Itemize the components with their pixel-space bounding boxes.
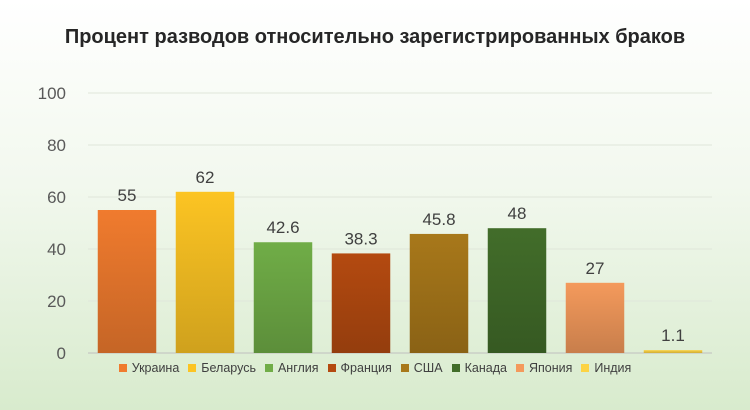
- bar-6: [565, 282, 625, 353]
- legend-swatch: [188, 364, 197, 372]
- bar-0: [97, 210, 157, 353]
- y-tick-label: 40: [47, 240, 66, 259]
- legend-swatch: [327, 364, 336, 372]
- legend-swatch: [451, 364, 460, 372]
- legend-swatch: [118, 364, 127, 372]
- bar-4: [409, 233, 469, 353]
- y-tick-label: 60: [47, 188, 66, 207]
- bar-3: [331, 253, 391, 353]
- legend-item: Украина: [118, 361, 180, 375]
- legend-item: США: [400, 361, 443, 375]
- y-tick-label: 100: [38, 84, 66, 103]
- bar-2: [253, 242, 313, 353]
- data-label: 1.1: [661, 326, 685, 345]
- data-label: 48: [508, 204, 527, 223]
- legend-label: Франция: [340, 361, 392, 375]
- legend-label: Украина: [131, 361, 180, 375]
- legend-item: Англия: [264, 361, 319, 375]
- legend-swatch: [515, 364, 524, 372]
- legend-label: Англия: [277, 361, 319, 375]
- data-label: 55: [118, 186, 137, 205]
- legend-label: Индия: [594, 361, 632, 375]
- y-tick-label: 80: [47, 136, 66, 155]
- data-label: 62: [196, 168, 215, 187]
- legend-item: Канада: [451, 361, 507, 375]
- legend-label: Япония: [528, 361, 573, 375]
- legend-item: Индия: [581, 361, 631, 375]
- data-label: 45.8: [422, 210, 455, 229]
- legend-swatch: [264, 364, 273, 372]
- chart-legend: Украина Беларусь Англия Франция США Канада Япо…: [0, 361, 750, 375]
- chart-title: Процент разводов относительно зарегистри…: [64, 26, 686, 48]
- legend-swatch: [581, 364, 590, 372]
- bar-5: [487, 228, 547, 353]
- legend-label: Беларусь: [201, 361, 256, 375]
- y-tick-label: 20: [47, 292, 66, 311]
- bar-1: [175, 191, 235, 353]
- y-tick-label: 0: [57, 344, 66, 363]
- legend-swatch: [400, 364, 409, 372]
- legend-label: Канада: [464, 361, 507, 375]
- legend-item: Франция: [327, 361, 392, 375]
- bar-7: [643, 350, 703, 353]
- legend-item: Беларусь: [188, 361, 256, 375]
- data-label: 27: [586, 259, 605, 278]
- legend-label: США: [413, 361, 443, 375]
- data-label: 42.6: [266, 218, 299, 237]
- legend-item: Япония: [515, 361, 573, 375]
- data-label: 38.3: [344, 229, 377, 248]
